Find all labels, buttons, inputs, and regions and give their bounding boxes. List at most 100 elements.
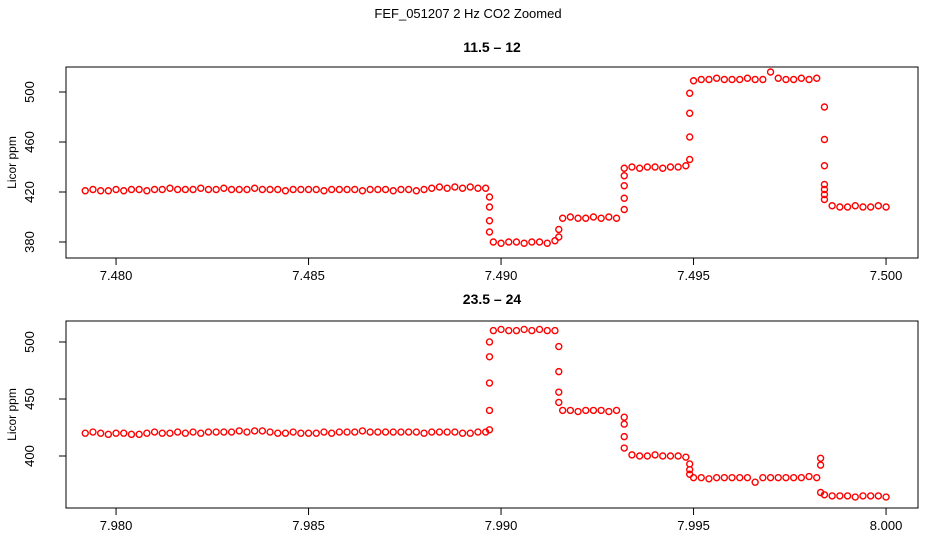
data-point xyxy=(820,491,829,499)
data-point xyxy=(428,184,436,192)
data-point xyxy=(81,187,89,195)
x-tick-label: 7.980 xyxy=(100,518,133,533)
data-point xyxy=(828,492,836,500)
data-point xyxy=(343,185,351,194)
data-point xyxy=(782,473,790,482)
data-point xyxy=(474,184,482,192)
data-point xyxy=(766,68,775,76)
data-point xyxy=(297,185,305,194)
data-point xyxy=(635,164,644,172)
data-point xyxy=(96,187,105,195)
data-point xyxy=(866,203,875,211)
data-point xyxy=(820,195,829,204)
data-point xyxy=(266,185,274,194)
data-point xyxy=(304,429,313,437)
data-point xyxy=(620,194,628,202)
figure-title: FEF_051207 2 Hz CO2 Zoomed xyxy=(374,6,561,21)
x-tick-label: 7.500 xyxy=(870,268,903,283)
data-point xyxy=(605,213,613,221)
x-tick-label: 8.000 xyxy=(870,518,903,533)
data-point xyxy=(712,473,721,482)
data-point xyxy=(620,172,628,180)
data-point xyxy=(643,452,652,460)
data-point xyxy=(820,180,829,189)
data-point xyxy=(343,428,351,436)
data-point xyxy=(736,75,744,84)
data-point xyxy=(320,187,328,195)
data-point xyxy=(381,185,390,194)
data-point xyxy=(381,428,390,436)
data-point xyxy=(597,214,605,222)
data-point xyxy=(497,325,505,334)
data-point xyxy=(612,214,621,222)
y-tick-label: 450 xyxy=(22,388,37,410)
data-point xyxy=(243,185,251,194)
data-point xyxy=(582,214,590,222)
data-point xyxy=(743,473,752,482)
x-tick-label: 7.490 xyxy=(485,268,518,283)
data-point xyxy=(404,185,413,194)
data-point xyxy=(297,429,305,437)
data-point xyxy=(289,185,297,194)
data-point xyxy=(150,428,159,436)
data-point xyxy=(89,185,97,194)
data-point xyxy=(620,164,628,172)
data-point xyxy=(358,187,367,195)
data-point xyxy=(851,202,859,210)
data-point xyxy=(805,472,813,481)
data-point xyxy=(566,406,575,415)
data-point xyxy=(535,325,544,334)
data-point xyxy=(443,184,451,192)
data-point xyxy=(805,75,813,84)
data-point xyxy=(451,183,459,191)
data-point xyxy=(728,75,736,84)
data-point xyxy=(605,407,613,416)
data-point xyxy=(820,135,829,144)
data-point xyxy=(828,202,836,210)
data-point xyxy=(235,185,243,194)
data-point xyxy=(555,225,563,234)
data-point xyxy=(235,427,243,435)
data-point xyxy=(505,326,513,335)
data-point xyxy=(813,74,821,82)
data-point xyxy=(574,214,582,222)
data-point xyxy=(327,429,336,437)
data-point xyxy=(866,492,875,500)
data-point xyxy=(555,388,563,396)
data-point xyxy=(620,182,628,190)
data-point xyxy=(485,353,494,361)
data-point xyxy=(558,406,567,415)
data-point xyxy=(551,326,559,335)
data-point xyxy=(351,185,359,194)
data-point xyxy=(643,163,652,171)
data-point xyxy=(120,429,128,437)
data-point xyxy=(443,428,451,436)
data-point xyxy=(389,187,397,195)
x-tick-label: 7.495 xyxy=(677,268,710,283)
data-point xyxy=(528,238,536,246)
data-point xyxy=(682,162,690,170)
data-point xyxy=(250,184,259,192)
data-point xyxy=(181,185,190,194)
data-point xyxy=(120,187,128,195)
data-point xyxy=(685,465,694,474)
data-point xyxy=(489,238,498,246)
data-point xyxy=(789,473,798,482)
data-point xyxy=(127,185,136,194)
data-point xyxy=(143,429,151,437)
data-point xyxy=(555,398,563,407)
data-point xyxy=(820,185,829,194)
data-point xyxy=(485,379,494,387)
data-point xyxy=(485,217,494,225)
data-point xyxy=(728,473,736,482)
data-point xyxy=(697,75,705,84)
data-point xyxy=(843,203,852,211)
y-tick-label: 400 xyxy=(22,445,37,467)
data-point xyxy=(674,163,682,171)
data-point xyxy=(774,74,782,82)
data-point xyxy=(697,473,705,482)
data-point xyxy=(685,155,694,164)
data-point xyxy=(327,185,336,194)
data-point xyxy=(685,133,694,141)
data-point xyxy=(335,428,344,436)
